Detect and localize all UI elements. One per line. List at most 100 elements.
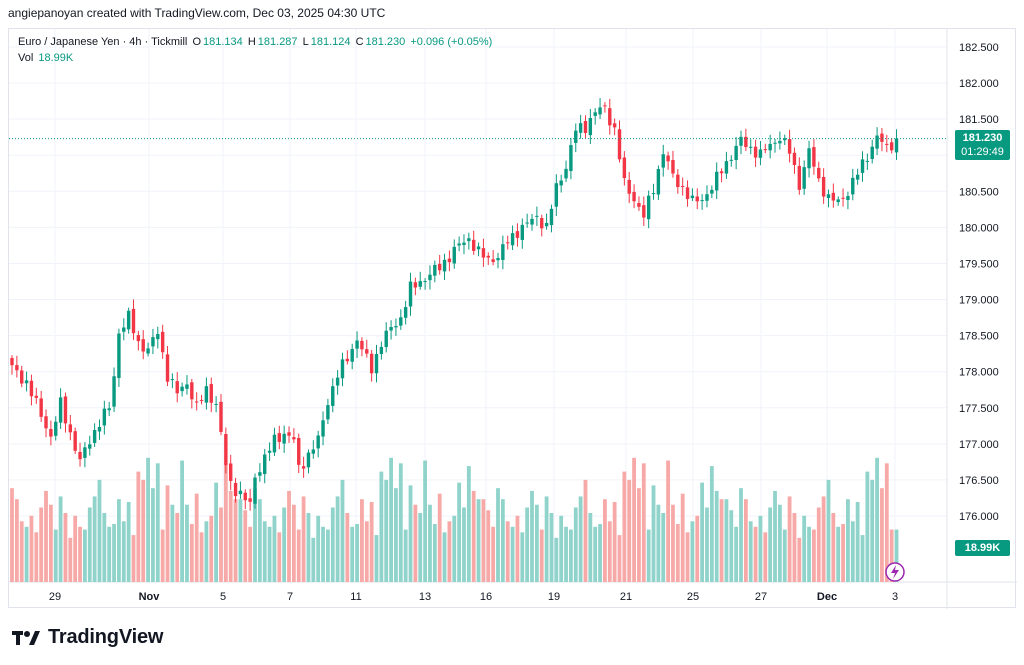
chart-area[interactable]: 182.500182.000181.500181.000180.500180.0… bbox=[8, 28, 1017, 609]
volume-bar bbox=[690, 521, 695, 582]
candle-body bbox=[773, 142, 777, 144]
candle-body bbox=[433, 264, 437, 276]
candle-body bbox=[836, 199, 840, 203]
volume-bar bbox=[695, 515, 700, 582]
volume-bar bbox=[423, 460, 427, 582]
candle-body bbox=[734, 145, 738, 161]
candle-body bbox=[758, 149, 763, 158]
volume-bar bbox=[345, 513, 350, 582]
volume-bar bbox=[233, 499, 238, 582]
volume-bar bbox=[612, 501, 617, 582]
volume-bar bbox=[92, 496, 97, 582]
candle-body bbox=[642, 205, 646, 218]
candle-body bbox=[442, 259, 447, 272]
candle-body bbox=[437, 263, 442, 271]
volume-bar bbox=[894, 529, 899, 582]
candle-body bbox=[141, 339, 145, 352]
candle-body bbox=[661, 154, 665, 168]
volume-bar bbox=[578, 496, 583, 582]
volume-bar bbox=[53, 529, 58, 582]
volume-bar bbox=[792, 513, 797, 582]
volume-bar bbox=[583, 479, 588, 582]
bar-countdown: 01:29:49 bbox=[961, 146, 1004, 158]
candle-body bbox=[92, 430, 97, 443]
candle-body bbox=[826, 194, 831, 198]
volume-bar bbox=[408, 485, 413, 582]
candle-body bbox=[248, 498, 252, 502]
candle-body bbox=[515, 231, 520, 238]
volume-bar bbox=[573, 507, 578, 582]
volume-bar bbox=[559, 515, 564, 582]
candle-body bbox=[690, 195, 695, 199]
volume-bar bbox=[253, 488, 257, 582]
volume-bar bbox=[117, 499, 121, 582]
y-tick-label: 181.500 bbox=[959, 114, 999, 126]
candle-body bbox=[598, 107, 602, 115]
candle-body bbox=[34, 395, 38, 398]
volume-bar bbox=[734, 526, 739, 582]
candle-body bbox=[326, 405, 330, 420]
candle-body bbox=[787, 139, 792, 154]
x-tick-label: 21 bbox=[620, 591, 632, 603]
volume-bar bbox=[534, 504, 539, 582]
high-value: 181.287 bbox=[257, 36, 298, 48]
candle-body bbox=[180, 386, 184, 392]
tradingview-logo-icon bbox=[12, 630, 40, 645]
candle-body bbox=[112, 376, 116, 407]
x-tick-label: 19 bbox=[548, 591, 560, 603]
volume-bar bbox=[637, 488, 641, 582]
candle-body bbox=[817, 167, 821, 179]
last-price: 181.230 bbox=[962, 132, 1003, 144]
y-tick-label: 178.000 bbox=[959, 367, 999, 379]
volume-bar bbox=[724, 499, 729, 582]
candle-body bbox=[394, 326, 398, 328]
x-tick-label: Dec bbox=[817, 591, 837, 603]
volume-bar bbox=[389, 457, 393, 582]
candlestick-chart[interactable]: 182.500182.000181.500181.000180.500180.0… bbox=[9, 29, 1017, 609]
y-tick-label: 177.000 bbox=[959, 439, 999, 451]
candle-body bbox=[165, 354, 170, 382]
low-label: L bbox=[302, 36, 309, 48]
x-tick-label: 25 bbox=[687, 591, 699, 603]
volume-bar bbox=[632, 457, 636, 582]
candle-body bbox=[778, 140, 782, 144]
volume-bar bbox=[875, 457, 879, 582]
candle-body bbox=[350, 349, 354, 362]
volume-bar bbox=[466, 466, 471, 582]
candle-body bbox=[20, 370, 24, 384]
footer-brand: TradingView bbox=[48, 626, 164, 648]
volume-bar bbox=[19, 521, 24, 582]
candle-body bbox=[384, 330, 388, 348]
candle-body bbox=[369, 353, 374, 374]
volume-bar bbox=[505, 521, 510, 582]
candle-body bbox=[243, 492, 247, 501]
candle-body bbox=[83, 447, 87, 458]
candle-body bbox=[685, 187, 690, 200]
volume-bar bbox=[180, 460, 184, 582]
candle-body bbox=[851, 177, 855, 195]
volume-bar bbox=[418, 513, 423, 582]
volume-bar bbox=[836, 526, 841, 582]
candle-body bbox=[530, 218, 534, 225]
candle-body bbox=[194, 401, 199, 403]
volume-bar bbox=[238, 499, 243, 582]
low-value: 181.124 bbox=[310, 36, 351, 48]
volume-bar bbox=[870, 479, 875, 582]
candle-body bbox=[525, 222, 529, 224]
candle-body bbox=[710, 189, 714, 194]
volume-bar bbox=[165, 485, 170, 582]
volume-bar bbox=[826, 479, 831, 582]
volume-bar bbox=[394, 488, 398, 582]
symbol-title[interactable]: Euro / Japanese Yen · 4h · Tickmill bbox=[18, 36, 188, 48]
volume-bar bbox=[758, 515, 763, 582]
volume-bar bbox=[291, 504, 296, 582]
volume-bar bbox=[748, 521, 753, 582]
volume-bar bbox=[816, 507, 821, 582]
candle-body bbox=[175, 381, 179, 394]
volume-bar bbox=[500, 499, 505, 582]
candle-body bbox=[666, 155, 670, 162]
candle-body bbox=[54, 421, 58, 436]
volume-bar bbox=[763, 532, 768, 582]
change-value: +0.096 (+0.05%) bbox=[410, 36, 493, 48]
volume-bar bbox=[340, 479, 345, 582]
